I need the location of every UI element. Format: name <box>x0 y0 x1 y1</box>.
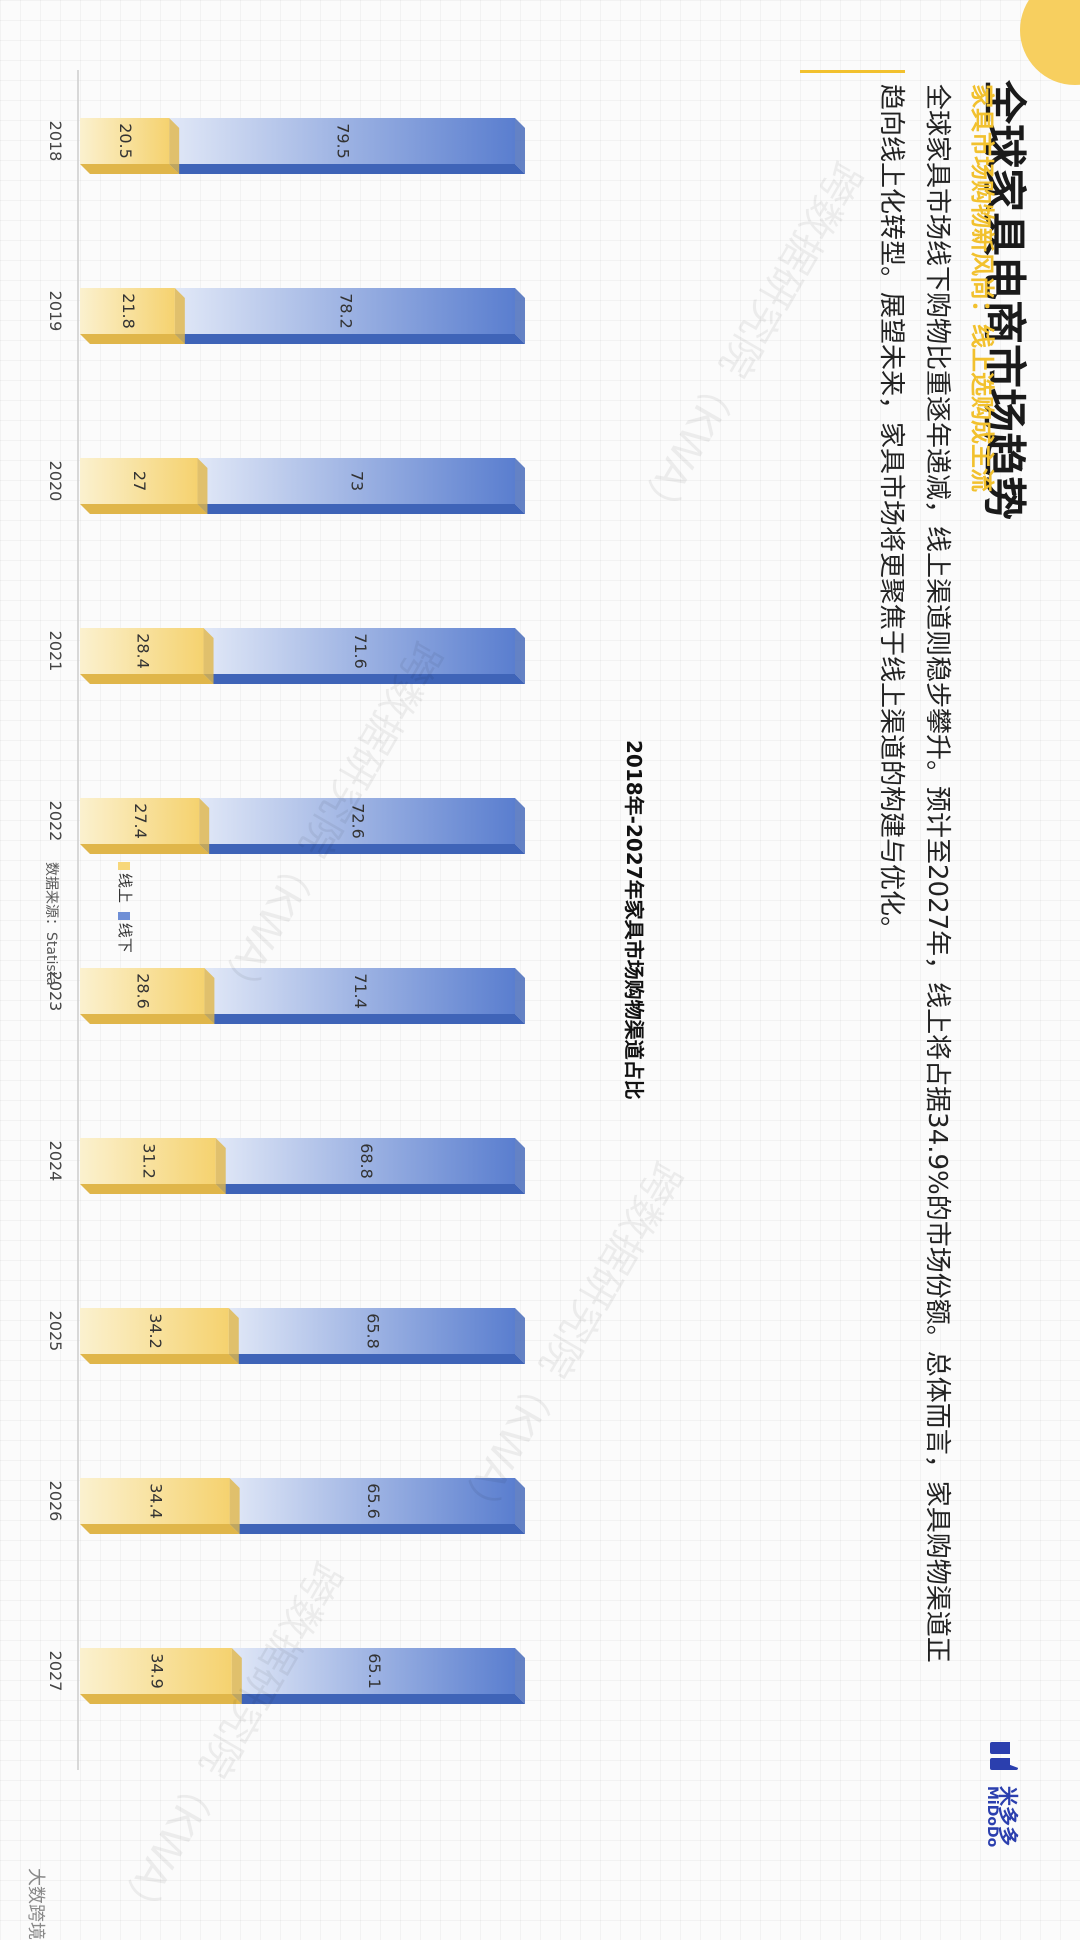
data-label-offline: 78.2 <box>336 293 355 329</box>
legend-swatch-offline <box>118 911 131 920</box>
data-label-online: 28.6 <box>134 973 153 1009</box>
bar-offline <box>229 1478 525 1534</box>
x-tick-label: 2018 <box>46 121 65 162</box>
legend-label-online: 线上 <box>116 873 134 904</box>
data-label-offline: 71.4 <box>351 973 370 1009</box>
bar-online <box>80 458 208 514</box>
bar-online <box>79 118 180 174</box>
bar-online <box>79 628 214 684</box>
data-label-offline: 68.8 <box>357 1143 376 1179</box>
data-label-offline: 65.6 <box>364 1483 383 1519</box>
x-tick-label: 2026 <box>46 1481 65 1522</box>
bar-offline <box>174 288 525 344</box>
data-label-offline: 73 <box>348 471 367 491</box>
x-tick-label: 2023 <box>46 971 65 1012</box>
x-tick-label: 2027 <box>46 1651 65 1692</box>
bar-online <box>80 288 185 344</box>
chart-legend: 线上 线下 <box>115 862 136 953</box>
legend-swatch-online <box>118 862 131 870</box>
x-tick-label: 2024 <box>46 1141 65 1182</box>
x-tick-label: 2019 <box>46 291 65 332</box>
data-label-online: 34.9 <box>147 1653 166 1689</box>
bar-offline <box>169 118 525 174</box>
bar-offline <box>231 1648 525 1704</box>
brand-logo: 米多多 MiDoDo <box>944 1738 1024 1858</box>
bar-online <box>79 968 215 1024</box>
data-label-online: 27.4 <box>131 803 150 839</box>
data-label-online: 27 <box>130 471 149 491</box>
data-label-offline: 65.1 <box>365 1653 384 1689</box>
bar-offline <box>228 1308 525 1364</box>
data-label-offline: 65.8 <box>363 1313 382 1349</box>
legend-label-offline: 线下 <box>116 922 134 953</box>
x-tick-label: 2025 <box>46 1311 65 1352</box>
logo-icon <box>990 1738 1018 1770</box>
data-label-online: 21.8 <box>119 293 138 329</box>
data-label-offline: 79.5 <box>334 123 353 159</box>
data-label-online: 28.4 <box>133 633 152 669</box>
bar-online <box>80 1648 242 1704</box>
bar-offline <box>204 968 525 1024</box>
data-label-online: 31.2 <box>139 1143 158 1179</box>
bar-online <box>80 1308 239 1364</box>
x-tick-label: 2020 <box>46 461 65 502</box>
bar-offline <box>199 798 525 854</box>
bar-online <box>80 798 210 854</box>
footer-brand: 大数跨境 <box>25 1868 46 1940</box>
bar-offline <box>203 628 525 684</box>
bar-online <box>80 1478 240 1534</box>
data-label-online: 34.4 <box>146 1483 165 1519</box>
x-tick-label: 2021 <box>46 631 65 672</box>
bar-offline <box>215 1138 525 1194</box>
x-tick-label: 2022 <box>46 801 65 842</box>
data-label-online: 34.2 <box>146 1313 165 1349</box>
data-label-online: 20.5 <box>116 123 135 159</box>
bar-offline <box>197 458 525 514</box>
data-label-offline: 72.6 <box>349 803 368 839</box>
data-source: 数据来源：Statista <box>43 862 59 986</box>
bar-online <box>79 1138 226 1194</box>
data-label-offline: 71.6 <box>351 633 370 669</box>
